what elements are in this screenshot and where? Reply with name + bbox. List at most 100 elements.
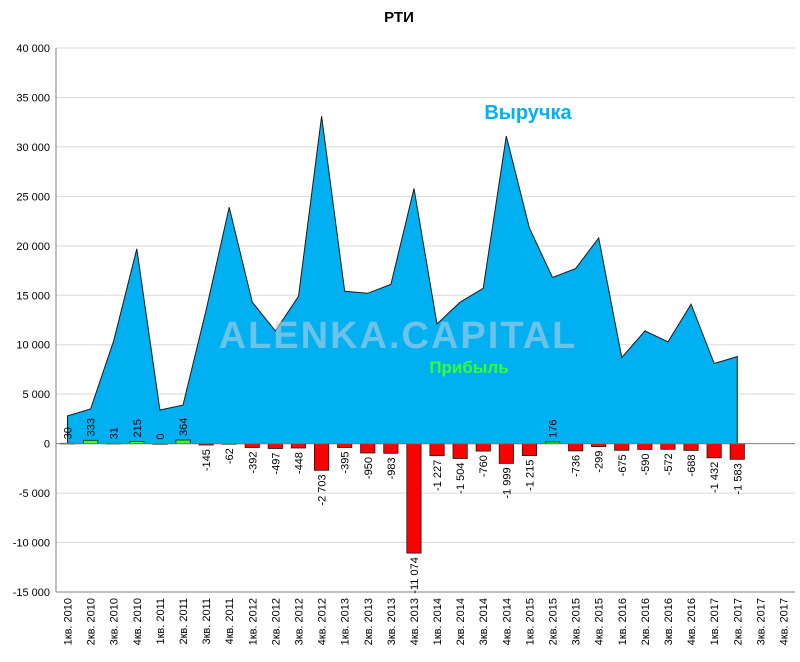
profit-bar — [244, 443, 260, 448]
x-tick-label: 4кв. 2014 — [501, 598, 513, 645]
profit-bar — [706, 443, 722, 459]
x-tick-label: 1кв. 2016 — [617, 598, 629, 645]
profit-data-label: -736 — [571, 455, 583, 477]
x-tick-label: 4кв. 2012 — [317, 598, 329, 645]
x-tick-label: 3кв. 2010 — [109, 598, 121, 645]
profit-data-label: -1 432 — [709, 462, 721, 493]
profit-data-label: 364 — [178, 418, 190, 436]
x-tick-label: 2кв. 2014 — [455, 598, 467, 645]
x-tick-label: 1кв. 2014 — [432, 598, 444, 645]
x-tick-label: 4кв. 2016 — [686, 598, 698, 645]
profit-bar — [660, 443, 676, 450]
profit-data-label: -1 999 — [501, 467, 513, 498]
profit-data-label: -448 — [293, 452, 305, 474]
profit-data-label: -1 215 — [524, 460, 536, 491]
x-axis-ticks: 1кв. 2010 2кв. 2010 3кв. 2010 4кв. 2010 1кв.… — [63, 598, 791, 645]
x-tick-label: 3кв. 2011 — [201, 598, 213, 645]
chart-title: РТИ — [384, 9, 414, 26]
profit-data-label: 31 — [109, 427, 121, 439]
profit-bar — [429, 443, 445, 457]
profit-bar — [360, 443, 376, 454]
x-tick-label: 2кв. 2013 — [363, 598, 375, 645]
x-tick-label: 3кв. 2015 — [571, 598, 583, 645]
x-tick-label: 4кв. 2015 — [594, 598, 606, 645]
profit-bar — [452, 443, 468, 459]
profit-bar — [83, 439, 99, 444]
x-tick-label: 4кв. 2011 — [224, 598, 236, 645]
revenue-area-layer — [66, 116, 738, 445]
profit-data-label: 333 — [86, 418, 98, 436]
y-tick-label: 10 000 — [16, 340, 50, 352]
profit-data-label: 0 — [155, 434, 167, 440]
profit-data-label: -572 — [663, 453, 675, 475]
series-label-profit: Прибыль — [429, 358, 508, 377]
profit-data-label: -299 — [594, 451, 606, 473]
profit-data-label: -983 — [386, 457, 398, 479]
profit-data-label: 215 — [132, 419, 144, 437]
profit-data-label: 30 — [63, 427, 75, 439]
watermark: ALENKA.CAPITAL — [219, 315, 578, 357]
y-tick-label: 20 000 — [16, 241, 50, 253]
y-tick-label: -15 000 — [13, 587, 50, 599]
profit-bar — [568, 443, 584, 452]
x-tick-label: 4кв. 2017 — [778, 598, 790, 645]
x-tick-label: 1кв. 2011 — [155, 598, 167, 645]
profit-data-label: -590 — [640, 453, 652, 475]
profit-data-label: -11 074 — [409, 557, 421, 594]
profit-bar — [729, 443, 745, 460]
profit-bar — [475, 443, 491, 452]
profit-bar — [614, 443, 630, 451]
profit-data-label: -145 — [201, 449, 213, 471]
y-tick-label: 25 000 — [16, 191, 50, 203]
profit-bar — [313, 443, 330, 471]
profit-data-label: -950 — [363, 457, 375, 479]
x-tick-label: 1кв. 2015 — [524, 598, 536, 645]
x-tick-label: 1кв. 2012 — [247, 598, 259, 645]
y-tick-label: 15 000 — [16, 290, 50, 302]
revenue-area — [66, 116, 738, 445]
y-tick-label: 30 000 — [16, 142, 50, 154]
profit-data-label: -395 — [340, 452, 352, 474]
profit-data-label: 176 — [548, 420, 560, 438]
x-tick-label: 3кв. 2012 — [293, 598, 305, 645]
x-tick-label: 2кв. 2017 — [732, 598, 744, 645]
profit-bar — [290, 443, 306, 449]
axes — [55, 48, 795, 593]
x-tick-label: 2кв. 2012 — [270, 598, 282, 645]
profit-data-label: -688 — [686, 454, 698, 476]
profit-bar — [267, 443, 283, 449]
x-tick-label: 3кв. 2017 — [755, 598, 767, 645]
x-tick-label: 1кв. 2013 — [340, 598, 352, 645]
profit-data-label: -497 — [270, 453, 282, 475]
y-axis-ticks: 40 000 35 000 30 000 25 000 20 000 15 000 10 0… — [13, 43, 50, 599]
y-tick-label: 0 — [44, 439, 50, 451]
x-tick-label: 3кв. 2013 — [386, 598, 398, 645]
x-tick-label: 1кв. 2010 — [63, 598, 75, 645]
y-tick-label: 35 000 — [16, 92, 50, 104]
profit-bar — [383, 443, 399, 454]
series-label-revenue: Выручка — [484, 102, 572, 124]
profit-bar — [637, 443, 653, 450]
x-tick-label: 4кв. 2013 — [409, 598, 421, 645]
profit-data-label: -392 — [247, 452, 259, 474]
y-tick-label: 40 000 — [16, 43, 50, 55]
x-tick-label: 2кв. 2010 — [86, 598, 98, 645]
profit-bar — [498, 443, 514, 464]
profit-data-label: -1 227 — [432, 460, 444, 491]
y-tick-label: 5 000 — [22, 389, 50, 401]
x-tick-label: 3кв. 2016 — [663, 598, 675, 645]
profit-bar — [406, 443, 422, 554]
x-tick-label: 2кв. 2011 — [178, 598, 190, 645]
y-tick-label: -10 000 — [13, 538, 50, 550]
y-tick-label: -5 000 — [19, 488, 50, 500]
x-tick-label: 3кв. 2014 — [478, 598, 490, 645]
profit-data-label: -62 — [224, 448, 236, 464]
x-tick-label: 4кв. 2010 — [132, 598, 144, 645]
x-tick-label: 1кв. 2017 — [709, 598, 721, 645]
profit-data-label: -760 — [478, 455, 490, 477]
x-tick-label: 2кв. 2015 — [548, 598, 560, 645]
profit-bar — [683, 443, 699, 451]
profit-bar — [337, 443, 353, 448]
